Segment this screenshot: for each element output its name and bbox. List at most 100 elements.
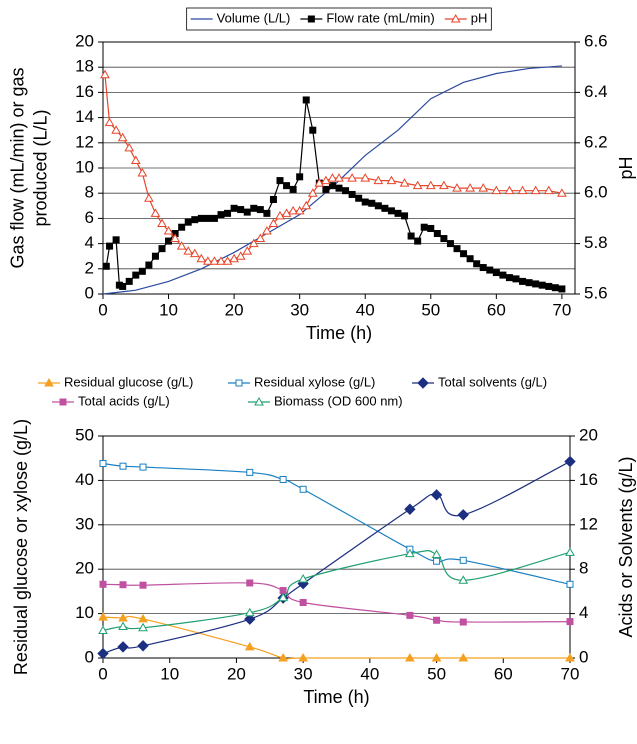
data-point — [278, 652, 288, 662]
data-point — [100, 69, 110, 79]
legend-label: Total acids (g/L) — [78, 393, 170, 408]
data-point — [102, 262, 110, 270]
y-tick-label: 2 — [85, 258, 94, 277]
data-point — [334, 173, 344, 182]
legend-label: pH — [471, 10, 488, 25]
data-point — [275, 210, 285, 220]
x-tick-label: 60 — [494, 664, 513, 683]
data-point — [440, 235, 448, 243]
data-point — [145, 261, 153, 269]
data-point — [112, 236, 120, 244]
data-point — [119, 581, 127, 589]
data-point — [532, 280, 540, 288]
data-point — [137, 168, 148, 177]
legend-swatch-marker — [59, 398, 67, 406]
data-point — [566, 618, 574, 626]
data-point — [465, 183, 475, 192]
legend-swatch-marker — [44, 377, 54, 387]
y-tick-label: 40 — [75, 470, 94, 489]
legend-swatch-marker — [235, 379, 243, 387]
data-point — [263, 209, 271, 217]
data-point — [564, 455, 576, 468]
data-point — [499, 271, 507, 279]
data-point — [565, 547, 575, 556]
data-point — [217, 211, 225, 219]
data-point — [314, 178, 325, 187]
data-point — [321, 175, 331, 185]
y-tick-label: 14 — [75, 107, 94, 126]
plot-frame — [102, 41, 576, 295]
data-point — [268, 218, 279, 227]
data-point — [203, 256, 213, 265]
data-point — [307, 188, 318, 197]
data-point — [519, 277, 527, 285]
data-point — [288, 205, 298, 215]
data-point — [117, 132, 128, 142]
data-point — [458, 652, 469, 662]
x-tick-label: 50 — [421, 300, 440, 319]
x-tick-label: 40 — [356, 300, 375, 319]
data-point — [504, 185, 515, 195]
data-point — [289, 185, 297, 193]
y2-tick-label: 6.0 — [584, 183, 608, 202]
y2-tick-label: 12 — [579, 514, 598, 533]
data-point — [184, 218, 192, 226]
y2-tick-label: 6.6 — [584, 31, 608, 50]
data-point — [138, 622, 148, 632]
series-line — [102, 615, 570, 660]
data-point — [309, 126, 317, 134]
data-point — [566, 580, 574, 588]
data-point — [255, 233, 266, 243]
data-point — [387, 207, 395, 215]
data-point — [269, 196, 277, 203]
y2-tick-label: 5.6 — [584, 283, 608, 302]
series-line — [102, 550, 571, 632]
data-point — [557, 188, 567, 197]
data-point — [250, 204, 258, 212]
data-point — [189, 248, 200, 258]
y-tick-label: 10 — [75, 157, 94, 176]
data-point — [399, 178, 410, 187]
data-point — [224, 209, 232, 217]
data-point — [99, 580, 107, 588]
data-point — [298, 652, 309, 662]
data-point — [163, 225, 174, 235]
data-point — [374, 202, 382, 210]
y2-tick-label: 0 — [579, 647, 588, 666]
data-point — [246, 468, 254, 476]
series-line — [102, 460, 571, 655]
data-point — [204, 214, 212, 222]
legend-box — [186, 7, 492, 31]
legend-label: Residual glucose (g/L) — [64, 374, 193, 389]
data-point — [118, 613, 128, 622]
data-point — [104, 117, 115, 127]
data-point — [512, 275, 520, 283]
data-point — [125, 277, 133, 285]
data-point — [386, 175, 397, 185]
data-point — [430, 489, 443, 501]
data-point — [119, 282, 127, 290]
data-point — [132, 271, 140, 279]
x-axis-label: Time (h) — [306, 323, 372, 343]
data-point — [157, 218, 167, 227]
data-point — [183, 246, 194, 255]
data-point — [328, 182, 336, 190]
data-point — [466, 255, 474, 263]
y2-tick-label: 20 — [579, 425, 598, 444]
y-tick-label: 16 — [75, 82, 94, 101]
data-point — [216, 256, 226, 265]
x-tick-label: 0 — [98, 664, 107, 683]
data-point — [404, 503, 416, 515]
data-point — [565, 652, 575, 662]
data-point — [322, 185, 330, 193]
data-point — [209, 256, 220, 265]
data-point — [117, 641, 129, 653]
data-point — [119, 462, 127, 470]
data-point — [222, 256, 233, 265]
data-point — [98, 625, 108, 634]
data-point — [281, 208, 292, 217]
data-point — [299, 485, 307, 493]
data-point — [294, 205, 305, 215]
data-point — [230, 204, 238, 212]
data-point — [381, 204, 389, 212]
